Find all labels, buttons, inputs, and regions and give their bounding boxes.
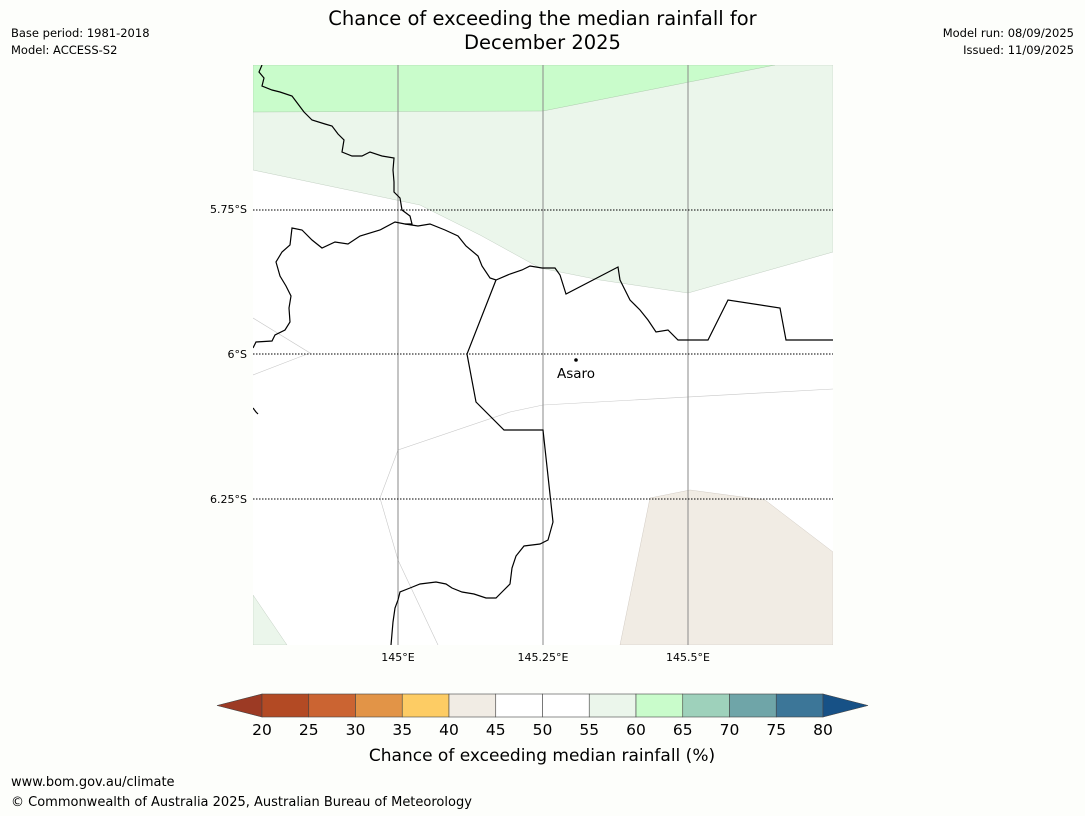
map-title: Chance of exceeding the median rainfall … [0, 7, 1085, 55]
region-40-45-southeast [619, 489, 833, 645]
colorbar-tick-label: 20 [252, 721, 272, 739]
colorbar-segment [401, 693, 450, 718]
colorbar-tick-label: 25 [299, 721, 319, 739]
colorbar-segment [495, 693, 543, 718]
colorbar-tick-label: 45 [486, 721, 506, 739]
colorbar-segment [635, 693, 684, 718]
place-label-asaro: Asaro [557, 366, 595, 382]
colorbar-segment [261, 693, 310, 718]
lat-label-5-75S: 5.75°S [210, 203, 247, 216]
colorbar-segment [775, 693, 824, 718]
contour-line [379, 404, 544, 645]
colorbar-tick-label: 30 [346, 721, 366, 739]
colorbar-tick-label: 75 [766, 721, 786, 739]
model-name: Model: ACCESS-S2 [11, 43, 118, 57]
colorbar-label: Chance of exceeding median rainfall (%) [369, 746, 715, 766]
colorbar-tick-label: 60 [626, 721, 646, 739]
colorbar-tick-label: 35 [392, 721, 412, 739]
colorbar-tick-label: 80 [813, 721, 833, 739]
colorbar-tick-label: 40 [439, 721, 459, 739]
lon-label-145-25E: 145.25°E [518, 651, 569, 664]
boundary-northwest [253, 65, 413, 349]
title-line-1: Chance of exceeding the median rainfall … [328, 7, 757, 30]
boundary-fragment-west [253, 407, 259, 415]
colorbar-ticks: 20 25 30 35 40 45 50 55 60 65 70 75 80 [252, 721, 833, 739]
asaro-marker [574, 358, 578, 362]
lon-label-145-5E: 145.5°E [666, 651, 710, 664]
colorbar-segment [729, 693, 777, 718]
colorbar-segment [355, 693, 403, 718]
map-area: Asaro [253, 65, 833, 645]
colorbar-segment [542, 693, 590, 718]
colorbar-extend-low [216, 693, 263, 718]
colorbar-tick-label: 65 [673, 721, 693, 739]
colorbar-segment [448, 693, 497, 718]
colorbar-tick-label: 70 [720, 721, 740, 739]
lon-label-145E: 145°E [381, 651, 414, 664]
boundary-central [404, 223, 833, 341]
colorbar-segment [682, 693, 730, 718]
footer-url[interactable]: www.bom.gov.au/climate [11, 775, 175, 790]
contour-line [253, 317, 311, 376]
colorbar-tick-label: 50 [533, 721, 553, 739]
colorbar [216, 693, 869, 718]
title-line-2: December 2025 [464, 31, 621, 54]
lat-label-6S: 6°S [228, 348, 247, 361]
colorbar-segment [588, 693, 637, 718]
model-run: Model run: 08/09/2025 [942, 26, 1074, 40]
footer-copyright: © Commonwealth of Australia 2025, Austra… [11, 795, 472, 810]
colorbar-tick-label: 55 [579, 721, 599, 739]
base-period: Base period: 1981-2018 [11, 26, 150, 40]
meta-right: Model run: 08/09/2025 Issued: 11/09/2025 [943, 25, 1074, 59]
colorbar-extend-high [822, 693, 869, 718]
colorbar-segment [308, 693, 356, 718]
meta-left: Base period: 1981-2018 Model: ACCESS-S2 [11, 25, 150, 59]
issued-date: Issued: 11/09/2025 [963, 43, 1074, 57]
lat-label-6-25S: 6.25°S [210, 493, 247, 506]
boundary-south [390, 279, 554, 645]
region-55-60-southwest [253, 594, 288, 645]
